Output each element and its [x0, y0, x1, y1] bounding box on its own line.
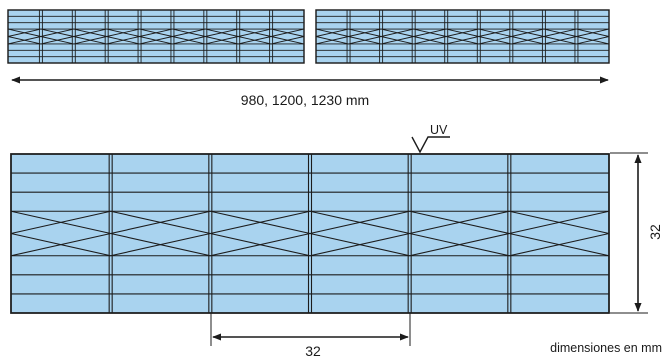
top-left-truss-diagonal: [139, 28, 173, 37]
top-right-truss-diagonal: [315, 28, 349, 37]
section-truss-diagonal: [409, 232, 510, 257]
top-left-truss-diagonal: [73, 28, 107, 37]
top-right-truss-diagonal: [413, 28, 447, 37]
top-right-truss-diagonal: [576, 28, 610, 37]
top-right-truss-diagonal: [446, 36, 479, 45]
top-left-truss-diagonal: [205, 36, 239, 45]
top-right-truss-diagonal: [478, 36, 512, 45]
top-left-truss-diagonal: [205, 28, 239, 37]
width-dimension-label: 980, 1200, 1230 mm: [241, 92, 369, 108]
section-truss-diagonal: [10, 210, 111, 235]
top-left-truss-diagonal: [40, 36, 74, 45]
top-view-sheet: [7, 9, 610, 64]
top-left-truss-diagonal: [7, 36, 41, 45]
top-left-truss-diagonal: [238, 36, 272, 45]
top-left-truss-diagonal: [106, 36, 140, 45]
top-left-outer-wall: [7, 9, 305, 64]
section-truss-diagonal: [409, 210, 510, 235]
uv-label: UV: [430, 123, 448, 137]
section-truss-diagonal: [210, 210, 311, 235]
section-truss-diagonal: [309, 232, 410, 257]
top-right-truss-diagonal: [381, 36, 414, 45]
top-view-left-segment: [7, 9, 305, 64]
top-right-outer-wall: [315, 9, 610, 64]
top-left-truss-diagonal: [40, 28, 74, 37]
top-left-truss-diagonal: [139, 36, 173, 45]
spacing-dimension-label: 32: [305, 343, 321, 358]
section-truss-diagonal: [509, 232, 610, 257]
top-right-truss-diagonal: [315, 36, 349, 45]
top-right-truss-diagonal: [446, 28, 479, 37]
cross-section-detail: [10, 153, 610, 314]
top-left-truss-diagonal: [106, 28, 140, 37]
top-right-truss-diagonal: [576, 36, 610, 45]
height-dimension-label: 32: [647, 224, 663, 240]
top-right-truss-diagonal: [348, 28, 382, 37]
top-right-truss-diagonal: [543, 28, 577, 37]
top-left-truss-diagonal: [238, 28, 272, 37]
top-left-truss-diagonal: [172, 36, 206, 45]
top-right-truss-diagonal: [543, 36, 577, 45]
section-truss-diagonal: [10, 232, 111, 257]
top-left-truss-diagonal: [7, 28, 41, 37]
section-truss-diagonal: [110, 232, 211, 257]
top-left-truss-diagonal: [172, 28, 206, 37]
top-left-truss-diagonal: [271, 28, 305, 37]
top-right-truss-diagonal: [511, 28, 544, 37]
section-truss-diagonal: [210, 232, 311, 257]
uv-protection-symbol: [411, 136, 450, 154]
section-truss-diagonal: [309, 210, 410, 235]
units-note: dimensiones en mm: [550, 341, 662, 355]
top-left-truss-diagonal: [73, 36, 107, 45]
top-right-truss-diagonal: [478, 28, 512, 37]
top-right-truss-diagonal: [381, 28, 414, 37]
top-right-truss-diagonal: [348, 36, 382, 45]
top-right-truss-diagonal: [511, 36, 544, 45]
section-truss-diagonal: [509, 210, 610, 235]
top-left-truss-diagonal: [271, 36, 305, 45]
top-view-right-segment: [315, 9, 610, 64]
top-right-truss-diagonal: [413, 36, 447, 45]
section-truss-diagonal: [110, 210, 211, 235]
